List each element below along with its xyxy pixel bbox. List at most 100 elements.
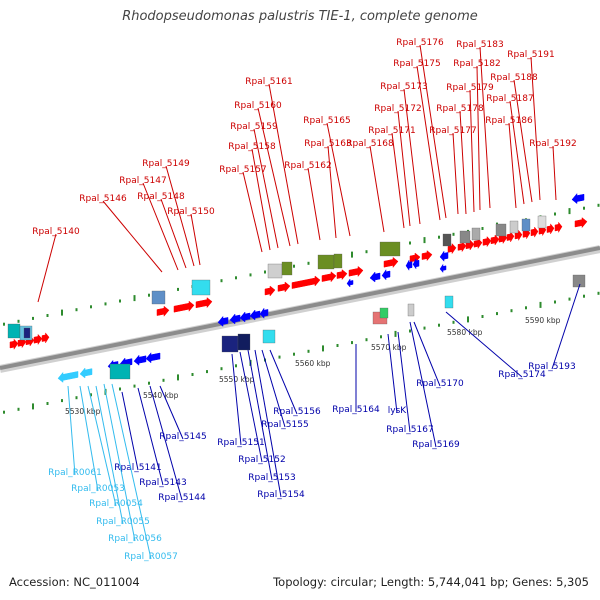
gene-label-top-leader (513, 79, 533, 203)
gene-label-top: Rpal_5150 (167, 207, 215, 217)
gene-label-top: Rpal_5191 (507, 50, 554, 60)
tick-mark (90, 393, 92, 397)
gene-label-top-leader (403, 88, 421, 225)
gene-label-top-leader (416, 65, 441, 221)
gene-label-top-leader (391, 132, 405, 229)
feature-box (471, 227, 481, 241)
tick-mark (336, 344, 339, 347)
gene-label-top-leader (469, 89, 475, 213)
forward-gene-arrow (530, 226, 539, 238)
rna-label: Rpal_R0057 (124, 552, 178, 562)
feature-box (333, 253, 343, 269)
forward-gene-arrow (546, 223, 555, 235)
tick-mark (351, 341, 353, 345)
gene-label-top: Rpal_5160 (234, 101, 282, 111)
gene-label-bottom-leader (231, 353, 242, 446)
tick-mark (3, 322, 5, 326)
gene-label-top: Rpal_5149 (142, 159, 190, 169)
gene-label-top-leader (190, 213, 201, 266)
tick-mark (17, 407, 20, 411)
tick-mark (452, 232, 455, 236)
feature-box (537, 215, 547, 229)
reverse-gene-arrow (412, 258, 420, 270)
gene-label-top-leader (142, 182, 179, 271)
tick-mark (307, 349, 310, 353)
gene-label-top-leader (327, 145, 337, 239)
gene-label-bottom-leader (261, 349, 286, 428)
forward-gene-arrow (41, 332, 50, 344)
gene-label-top: Rpal_5192 (529, 139, 576, 149)
gene-label-bottom: Rpal_5153 (248, 473, 295, 483)
gene-label-top-leader (509, 100, 525, 205)
gene-label-bottom-leader (239, 351, 263, 463)
rna-label-leader (111, 383, 152, 560)
gene-label-top-leader (160, 198, 187, 269)
tick-mark (278, 355, 281, 359)
tick-mark (177, 287, 179, 291)
tick-mark (554, 212, 556, 216)
feature-box (459, 230, 471, 244)
tick-mark (119, 299, 121, 303)
gene-label-top-leader (508, 122, 517, 209)
gene-label-bottom: Rpal_5151 (217, 438, 264, 448)
gene-label-top-leader (257, 107, 291, 247)
feature-box (407, 303, 415, 317)
feature-box (109, 363, 131, 380)
gene-label-top: Rpal_5187 (486, 94, 533, 104)
tick-mark (452, 320, 455, 324)
gene-label-top: Rpal_5178 (436, 104, 484, 114)
reverse-gene-arrow (133, 354, 147, 366)
forward-gene-arrow (383, 256, 399, 269)
gene-label-top: Rpal_5188 (490, 73, 538, 83)
gene-label-bottom-leader (254, 349, 282, 498)
feature-box (237, 333, 251, 351)
gene-label-top-leader (476, 65, 481, 211)
tick-mark (133, 384, 136, 388)
gene-label-top: Rpal_5172 (374, 104, 421, 114)
forward-gene-arrow (348, 265, 364, 278)
rna-label-leader (95, 385, 124, 525)
forward-gene-arrow (574, 217, 588, 229)
reverse-gene-arrow (145, 352, 161, 364)
forward-gene-arrow (264, 285, 276, 297)
tick-mark (322, 345, 324, 352)
forward-gene-arrow (173, 300, 195, 313)
tick-mark (481, 315, 484, 318)
gene-label-bottom-leader (149, 385, 183, 501)
gene-label-top: Rpal_5161 (245, 77, 292, 87)
rna-label: Rpal_R0054 (89, 499, 143, 509)
tick-mark (554, 300, 556, 304)
tick-mark (293, 352, 295, 356)
forward-gene-arrow (554, 221, 563, 234)
tick-mark (510, 309, 513, 313)
gene-label-top-leader (165, 165, 195, 267)
gene-label-top: Rpal_5140 (32, 227, 80, 237)
gene-label-top: Rpal_5159 (230, 122, 278, 132)
feature-box (444, 295, 454, 309)
gene-label-top-leader (552, 145, 557, 201)
scale-label: 5580 kbp (447, 328, 483, 337)
tick-mark (46, 402, 49, 405)
rna-label: Rpal_R0055 (96, 517, 150, 527)
tick-mark (220, 279, 223, 283)
gene-label-top-leader (102, 200, 163, 273)
tick-mark (75, 396, 78, 400)
feature-box (267, 263, 283, 279)
feature-box (379, 241, 401, 257)
gene-label-top: Rpal_5146 (79, 194, 127, 204)
reverse-gene-arrow (369, 271, 381, 283)
forward-gene-arrow (291, 275, 321, 289)
gene-label-top: Rpal_5182 (453, 59, 500, 69)
gene-label-top: Rpal_5183 (456, 40, 503, 50)
tick-mark (61, 399, 63, 403)
tick-mark (104, 302, 107, 306)
gene-label-top: Rpal_5165 (303, 116, 350, 126)
reverse-gene-arrow (439, 263, 447, 274)
gene-label-bottom-leader (247, 349, 273, 481)
tick-mark (568, 297, 571, 301)
feature-box (379, 307, 389, 319)
tick-mark (32, 316, 34, 320)
gene-label-bottom-leader (121, 391, 139, 471)
tick-mark (206, 370, 208, 374)
tick-mark (17, 319, 20, 323)
